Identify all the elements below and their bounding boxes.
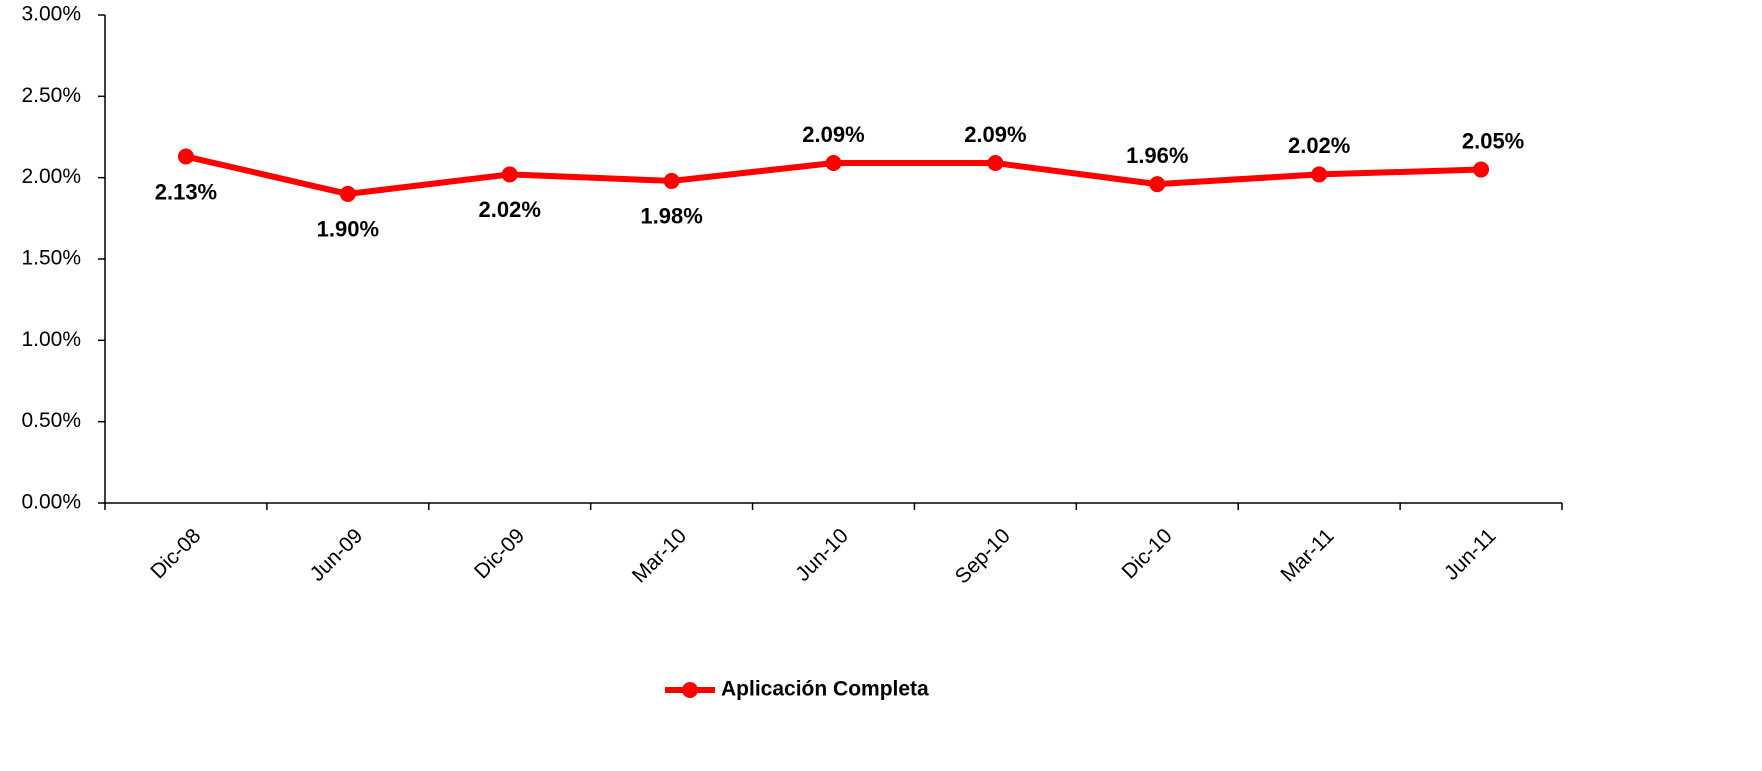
x-tick-label: Jun-10	[791, 524, 853, 586]
data-label: 2.09%	[964, 122, 1026, 147]
point	[1473, 161, 1490, 178]
data-label: 1.98%	[640, 204, 702, 229]
x-tick-label: Jun-11	[1440, 524, 1501, 585]
y-tick-label: 0.50%	[21, 409, 81, 432]
legend-marker	[682, 682, 698, 698]
point	[1311, 166, 1328, 183]
x-tick-label: Mar-10	[628, 524, 691, 587]
point	[177, 148, 194, 165]
y-tick-label: 2.50%	[21, 84, 81, 107]
data-label: 1.96%	[1126, 143, 1188, 168]
data-label: 2.02%	[479, 197, 541, 222]
data-label: 2.05%	[1462, 128, 1524, 153]
point	[1149, 176, 1166, 193]
point	[501, 166, 518, 183]
data-label: 2.09%	[802, 122, 864, 147]
x-tick-label: Dic-08	[146, 524, 205, 583]
x-tick-label: Sep-10	[951, 524, 1015, 588]
data-label: 1.90%	[317, 217, 379, 242]
data-label: 2.02%	[1288, 133, 1350, 158]
x-tick-label: Dic-09	[470, 524, 529, 583]
point	[987, 155, 1004, 172]
y-tick-label: 2.00%	[21, 165, 81, 188]
legend-label: Aplicación Completa	[721, 678, 929, 701]
x-tick-label: Mar-11	[1276, 524, 1338, 586]
x-tick-label: Dic-10	[1118, 524, 1177, 583]
data-label: 2.13%	[155, 179, 217, 204]
point	[663, 172, 680, 189]
y-tick-label: 1.00%	[21, 328, 81, 351]
y-tick-label: 3.00%	[21, 3, 81, 26]
y-tick-label: 0.00%	[21, 491, 81, 514]
point	[339, 185, 356, 202]
x-tick-label: Jun-09	[306, 524, 368, 586]
point	[825, 155, 842, 172]
y-tick-label: 1.50%	[21, 247, 81, 270]
